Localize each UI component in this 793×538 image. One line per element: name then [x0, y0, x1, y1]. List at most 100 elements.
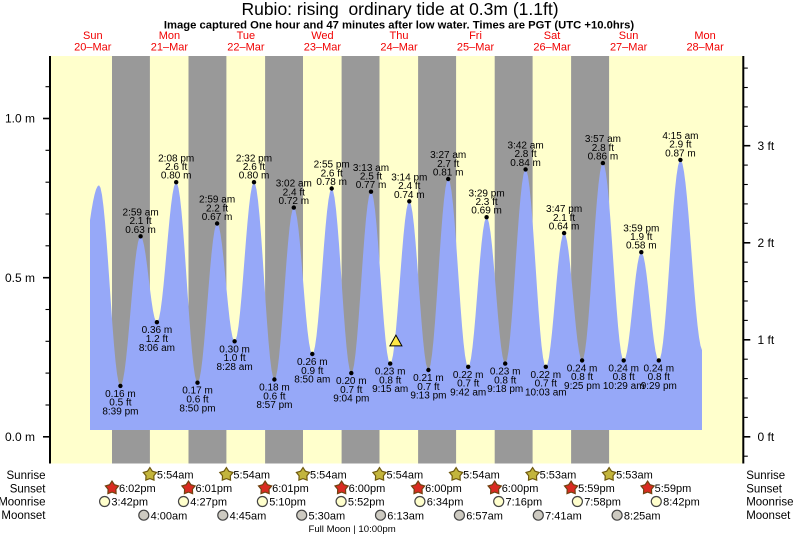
svg-text:0.16 m: 0.16 m: [105, 389, 136, 400]
svg-text:0.21 m: 0.21 m: [413, 373, 444, 384]
svg-text:0.8 ft: 0.8 ft: [379, 375, 401, 386]
svg-text:6:01pm: 6:01pm: [272, 483, 309, 495]
svg-text:9:29 pm: 9:29 pm: [641, 381, 677, 392]
svg-text:0.24 m: 0.24 m: [608, 363, 639, 374]
svg-text:1 ft: 1 ft: [758, 333, 775, 347]
svg-text:0.74 m: 0.74 m: [394, 190, 425, 201]
svg-text:1.2 ft: 1.2 ft: [146, 334, 168, 345]
svg-text:5:53am: 5:53am: [540, 470, 577, 482]
svg-text:9:25 pm: 9:25 pm: [564, 381, 600, 392]
svg-text:8:39 pm: 8:39 pm: [102, 407, 138, 418]
svg-text:5:54am: 5:54am: [233, 470, 270, 482]
svg-text:0.5 ft: 0.5 ft: [109, 398, 131, 409]
svg-text:2:08 pm: 2:08 pm: [158, 153, 194, 164]
svg-text:5:54am: 5:54am: [387, 470, 424, 482]
svg-text:0.26 m: 0.26 m: [297, 357, 328, 368]
svg-text:5:59pm: 5:59pm: [578, 483, 615, 495]
svg-text:Tue: Tue: [237, 30, 256, 42]
svg-text:2:55 pm: 2:55 pm: [314, 160, 350, 171]
svg-text:0.18 m: 0.18 m: [259, 383, 290, 394]
svg-text:4:00am: 4:00am: [151, 510, 188, 522]
svg-text:0.7 ft: 0.7 ft: [535, 379, 557, 390]
svg-text:0.8 ft: 0.8 ft: [571, 372, 593, 383]
svg-text:0.80 m: 0.80 m: [239, 171, 270, 182]
svg-text:23–Mar: 23–Mar: [304, 42, 342, 54]
svg-text:0.87 m: 0.87 m: [665, 148, 696, 159]
svg-text:0.30 m: 0.30 m: [219, 344, 250, 355]
svg-text:2.7 ft: 2.7 ft: [437, 159, 459, 170]
svg-text:0.6 ft: 0.6 ft: [263, 391, 285, 402]
svg-text:3:14 pm: 3:14 pm: [391, 172, 427, 183]
svg-text:8:28 am: 8:28 am: [217, 362, 253, 373]
svg-text:8:42pm: 8:42pm: [663, 497, 700, 509]
svg-text:4:27pm: 4:27pm: [190, 497, 227, 509]
svg-text:9:18 pm: 9:18 pm: [487, 384, 523, 395]
svg-text:9:04 pm: 9:04 pm: [333, 394, 369, 405]
svg-text:2:59 am: 2:59 am: [123, 207, 159, 218]
svg-text:26–Mar: 26–Mar: [533, 42, 571, 54]
svg-text:0.36 m: 0.36 m: [142, 325, 173, 336]
svg-text:0.77 m: 0.77 m: [356, 180, 387, 191]
svg-text:0.69 m: 0.69 m: [471, 206, 502, 217]
svg-text:5:54am: 5:54am: [310, 470, 347, 482]
svg-text:0.5 m: 0.5 m: [5, 271, 35, 285]
svg-text:Sunrise: Sunrise: [7, 470, 46, 482]
svg-text:0.80 m: 0.80 m: [161, 171, 192, 182]
svg-text:8:50 am: 8:50 am: [294, 375, 330, 386]
svg-text:6:00pm: 6:00pm: [425, 483, 462, 495]
svg-text:Mon: Mon: [694, 30, 715, 42]
svg-text:3:57 am: 3:57 am: [585, 134, 621, 145]
svg-text:8:25am: 8:25am: [624, 510, 661, 522]
svg-text:0.8 ft: 0.8 ft: [613, 372, 635, 383]
svg-text:3 ft: 3 ft: [758, 139, 775, 153]
svg-text:Sat: Sat: [544, 30, 561, 42]
svg-text:Image captured One hour and 47: Image captured One hour and 47 minutes a…: [164, 20, 634, 32]
svg-text:5:59pm: 5:59pm: [655, 483, 692, 495]
svg-text:5:53am: 5:53am: [616, 470, 653, 482]
svg-text:2.4 ft: 2.4 ft: [283, 187, 305, 198]
svg-text:9:42 am: 9:42 am: [450, 387, 486, 398]
svg-text:6:02pm: 6:02pm: [119, 483, 156, 495]
svg-text:10:03 am: 10:03 am: [525, 387, 567, 398]
svg-text:Moonset: Moonset: [746, 510, 791, 522]
svg-text:2.1 ft: 2.1 ft: [129, 216, 151, 227]
svg-text:6:00pm: 6:00pm: [502, 483, 539, 495]
svg-text:Thu: Thu: [390, 30, 409, 42]
svg-text:4:15 am: 4:15 am: [662, 131, 698, 142]
svg-text:9:15 am: 9:15 am: [372, 384, 408, 395]
svg-text:27–Mar: 27–Mar: [610, 42, 648, 54]
svg-text:5:10pm: 5:10pm: [269, 497, 306, 509]
svg-text:7:58pm: 7:58pm: [584, 497, 621, 509]
svg-text:0.23 m: 0.23 m: [490, 367, 521, 378]
svg-text:0.64 m: 0.64 m: [549, 222, 580, 233]
svg-text:6:00pm: 6:00pm: [349, 483, 386, 495]
svg-text:0.8 ft: 0.8 ft: [648, 372, 670, 383]
svg-text:0.84 m: 0.84 m: [510, 158, 541, 169]
svg-text:2 ft: 2 ft: [758, 236, 775, 250]
svg-text:0.63 m: 0.63 m: [125, 225, 156, 236]
svg-text:5:54am: 5:54am: [463, 470, 500, 482]
svg-text:0.0 m: 0.0 m: [5, 430, 35, 444]
svg-text:2.6 ft: 2.6 ft: [321, 168, 343, 179]
svg-text:Moonset: Moonset: [1, 510, 46, 522]
svg-text:10:29 am: 10:29 am: [603, 381, 645, 392]
svg-text:0.22 m: 0.22 m: [453, 370, 484, 381]
svg-text:3:02 am: 3:02 am: [276, 179, 312, 190]
svg-text:Sun: Sun: [83, 30, 103, 42]
svg-text:22–Mar: 22–Mar: [227, 42, 265, 54]
svg-text:0.9 ft: 0.9 ft: [301, 366, 323, 377]
svg-text:Moonrise: Moonrise: [0, 497, 46, 509]
svg-text:8:06 am: 8:06 am: [139, 343, 175, 354]
svg-text:Sunset: Sunset: [746, 484, 783, 496]
svg-text:0 ft: 0 ft: [758, 430, 775, 444]
svg-text:0.58 m: 0.58 m: [626, 241, 657, 252]
svg-text:Mon: Mon: [159, 30, 180, 42]
svg-text:4:45am: 4:45am: [230, 510, 267, 522]
svg-text:0.20 m: 0.20 m: [336, 376, 367, 387]
svg-text:1.9 ft: 1.9 ft: [630, 232, 652, 243]
svg-text:24–Mar: 24–Mar: [380, 42, 418, 54]
svg-text:2.4 ft: 2.4 ft: [398, 181, 420, 192]
svg-text:Moonrise: Moonrise: [746, 497, 793, 509]
svg-text:Wed: Wed: [311, 30, 333, 42]
svg-text:3:59 pm: 3:59 pm: [623, 223, 659, 234]
